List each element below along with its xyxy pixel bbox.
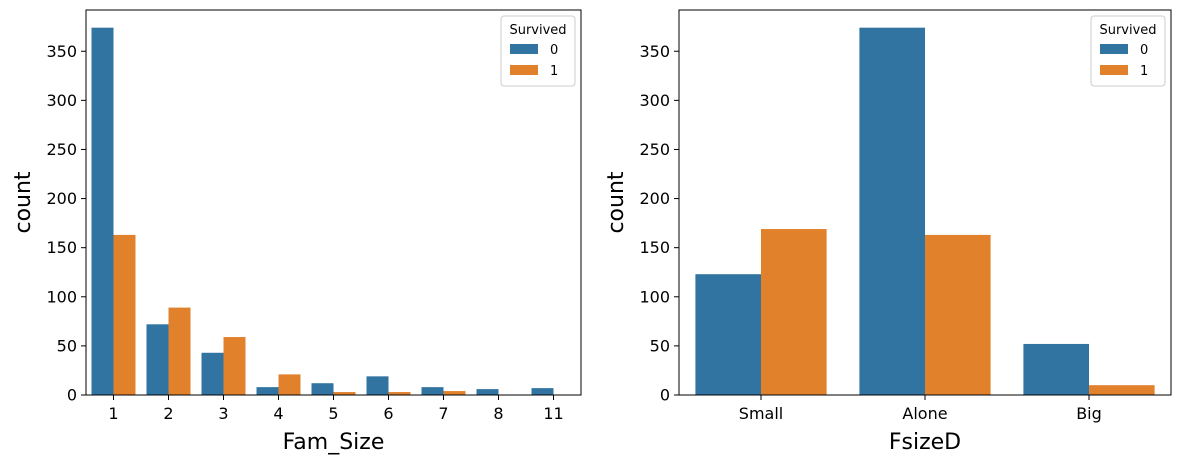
y-tick-label: 0 xyxy=(660,386,670,405)
legend-swatch-1 xyxy=(1100,65,1128,75)
legend-title: Survived xyxy=(509,23,566,38)
y-tick-label: 150 xyxy=(639,238,670,257)
fam-size-chart: 0 50 100 150 200 250 300 350 1 2 3 4 5 6 7 8 11 Fam_Size c… xyxy=(11,9,582,455)
bar-3-survived-1 xyxy=(223,337,246,395)
bar-8-survived-0 xyxy=(476,389,499,395)
bar-4-survived-1 xyxy=(278,374,301,396)
x-tick-label: 5 xyxy=(328,404,338,423)
bar-Small-survived-0 xyxy=(695,274,761,395)
legend-label-0: 0 xyxy=(1140,43,1148,58)
bar-2-survived-1 xyxy=(168,307,191,395)
bar-Small-survived-1 xyxy=(761,229,827,395)
bar-4-survived-0 xyxy=(256,387,279,395)
y-tick-label: 0 xyxy=(67,386,77,405)
bar-Alone-survived-0 xyxy=(859,27,925,396)
y-tick-label: 200 xyxy=(639,189,670,208)
legend-title: Survived xyxy=(1099,23,1156,38)
y-tick-label: 100 xyxy=(46,287,77,306)
bar-1-survived-1 xyxy=(113,234,136,395)
bar-6-survived-1 xyxy=(388,392,411,395)
bar-Big-survived-1 xyxy=(1089,385,1155,395)
bar-5-survived-1 xyxy=(333,392,356,395)
x-tick-label: 7 xyxy=(438,404,448,423)
x-tick-label: 1 xyxy=(108,404,118,423)
y-tick-label: 150 xyxy=(46,238,77,257)
legend-swatch-0 xyxy=(1100,44,1128,54)
y-tick-label: 100 xyxy=(639,287,670,306)
bar-7-survived-1 xyxy=(443,391,466,395)
legend-label-1: 1 xyxy=(550,64,558,79)
bar-3-survived-0 xyxy=(201,352,224,395)
x-tick-label: Small xyxy=(739,404,783,423)
y-axis-label: count xyxy=(604,171,629,233)
y-tick-label: 300 xyxy=(639,91,670,110)
y-tick-label: 200 xyxy=(46,189,77,208)
legend: Survived 0 1 xyxy=(1090,15,1166,87)
bar-2-survived-0 xyxy=(146,324,169,395)
x-tick-label: 6 xyxy=(383,404,393,423)
legend-label-0: 0 xyxy=(550,43,558,58)
y-axis-label: count xyxy=(11,171,36,233)
x-tick-label: 3 xyxy=(218,404,228,423)
legend-swatch-1 xyxy=(510,65,538,75)
legend: Survived 0 1 xyxy=(500,15,576,87)
bar-7-survived-0 xyxy=(421,387,444,395)
legend-label-1: 1 xyxy=(1140,64,1148,79)
x-tick-label: 11 xyxy=(543,404,563,423)
bar-5-survived-0 xyxy=(311,383,334,395)
bar-Alone-survived-1 xyxy=(925,234,991,395)
bar-11-survived-0 xyxy=(531,388,554,396)
x-tick-label: 2 xyxy=(163,404,173,423)
x-tick-label: 4 xyxy=(273,404,283,423)
x-tick-label: Alone xyxy=(902,404,947,423)
x-tick-label: 8 xyxy=(493,404,503,423)
bar-Big-survived-0 xyxy=(1023,343,1089,395)
x-axis-label: Fam_Size xyxy=(283,430,385,455)
y-tick-label: 50 xyxy=(650,336,670,355)
x-tick-label: Big xyxy=(1076,404,1102,423)
bar-1-survived-0 xyxy=(91,27,114,396)
fsized-chart: 0 50 100 150 200 250 300 350 Small Alone Big FsizeD… xyxy=(604,9,1172,455)
y-tick-label: 250 xyxy=(46,140,77,159)
y-tick-label: 350 xyxy=(46,42,77,61)
y-tick-label: 50 xyxy=(57,336,77,355)
legend-swatch-0 xyxy=(510,44,538,54)
bar-6-survived-0 xyxy=(366,376,389,395)
y-tick-label: 250 xyxy=(639,140,670,159)
y-tick-label: 350 xyxy=(639,42,670,61)
x-axis-label: FsizeD xyxy=(889,430,961,455)
y-tick-label: 300 xyxy=(46,91,77,110)
